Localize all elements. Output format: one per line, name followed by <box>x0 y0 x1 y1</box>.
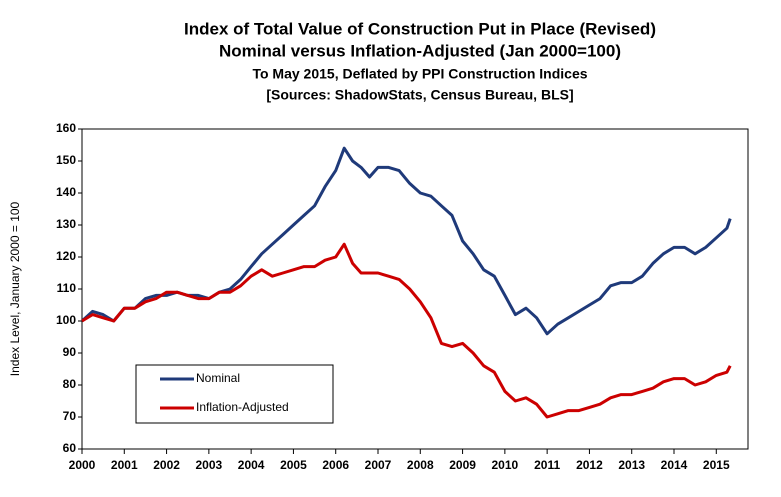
y-tick-label: 70 <box>63 409 77 423</box>
x-tick-label: 2013 <box>618 458 645 472</box>
y-tick-label: 100 <box>56 313 76 327</box>
chart-subtitle: [Sources: ShadowStats, Census Bureau, BL… <box>266 87 573 103</box>
y-tick-label: 140 <box>56 185 76 199</box>
y-tick-label: 60 <box>63 441 77 455</box>
x-tick-label: 2003 <box>196 458 223 472</box>
x-tick-label: 2006 <box>322 458 349 472</box>
x-tick-label: 2002 <box>153 458 180 472</box>
x-tick-label: 2005 <box>280 458 307 472</box>
x-tick-label: 2009 <box>449 458 476 472</box>
x-tick-label: 2007 <box>365 458 392 472</box>
y-tick-label: 110 <box>57 281 77 295</box>
chart-title: Index of Total Value of Construction Put… <box>184 19 656 38</box>
legend-box <box>135 364 334 424</box>
y-tick-label: 80 <box>63 377 77 391</box>
y-axis-label: Index Level, January 2000 = 100 <box>8 201 22 376</box>
x-tick-label: 2012 <box>576 458 603 472</box>
series-line <box>81 242 732 419</box>
y-tick-label: 130 <box>56 217 76 231</box>
chart-title: Nominal versus Inflation-Adjusted (Jan 2… <box>219 41 621 60</box>
y-tick-label: 90 <box>63 345 77 359</box>
x-tick-label: 2010 <box>492 458 519 472</box>
y-tick-label: 120 <box>56 249 76 263</box>
x-tick-label: 2000 <box>69 458 96 472</box>
chart-subtitle: To May 2015, Deflated by PPI Constructio… <box>252 66 587 82</box>
series-line <box>80 146 732 336</box>
x-tick-label: 2001 <box>111 458 138 472</box>
y-tick-label: 150 <box>56 153 76 167</box>
x-tick-label: 2011 <box>534 458 560 472</box>
x-tick-label: 2014 <box>661 458 688 472</box>
legend-label: Nominal <box>196 371 240 385</box>
x-tick-label: 2004 <box>238 458 265 472</box>
legend-label: Inflation-Adjusted <box>196 400 289 414</box>
y-tick-label: 160 <box>56 121 76 135</box>
x-tick-label: 2015 <box>703 458 730 472</box>
x-tick-label: 2008 <box>407 458 434 472</box>
